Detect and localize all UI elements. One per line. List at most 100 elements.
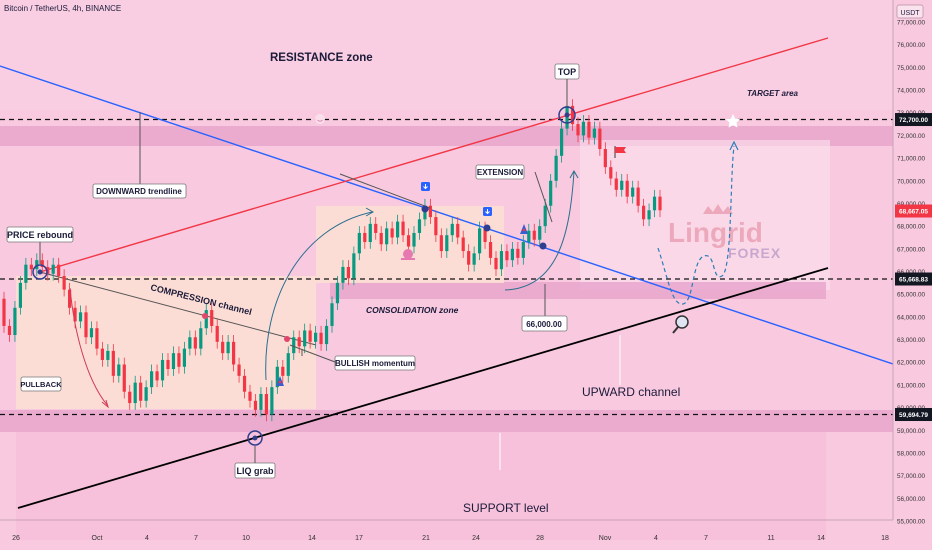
candle-body	[155, 371, 159, 381]
candle-body	[308, 330, 312, 342]
candle-body	[461, 237, 465, 252]
pivot-compression-break	[284, 336, 290, 342]
candle-body	[434, 217, 438, 236]
candle-body	[297, 337, 301, 347]
candle-body	[445, 235, 449, 252]
candle-body	[478, 228, 482, 254]
candle-body	[428, 205, 432, 218]
candle-body	[46, 266, 50, 274]
candle-body	[510, 248, 514, 261]
candle-body	[204, 310, 208, 329]
candle-body	[521, 242, 525, 258]
currency-label: USDT	[900, 10, 920, 17]
candle-body	[177, 353, 181, 367]
price-tag-label: 68,667.05	[899, 209, 928, 216]
rocket-icon	[520, 224, 528, 234]
candle-body	[150, 371, 154, 388]
currency-badge: USDT	[896, 4, 924, 19]
candle-body	[210, 310, 214, 326]
y-tick-label: 62,000.00	[897, 360, 926, 367]
candle-body	[57, 264, 61, 277]
projection-path	[657, 145, 735, 305]
annotation-bullish: BULLISH momentum	[335, 359, 415, 368]
candle-body	[401, 221, 405, 236]
annotation-pullback: PULLBACK	[20, 380, 62, 389]
snail-icon	[401, 249, 415, 260]
candle-body	[253, 400, 258, 410]
candle-body	[188, 337, 192, 349]
annotation-target: TARGET area	[747, 89, 799, 98]
candle-body	[488, 242, 493, 258]
candle-body	[128, 391, 132, 404]
star-icon	[725, 114, 741, 128]
candle-body	[139, 382, 143, 401]
candle-body	[494, 257, 498, 270]
candle-body	[396, 221, 400, 238]
candle-body	[346, 266, 350, 279]
x-tick-label: 4	[654, 535, 658, 542]
x-axis-ticks: 26 Oct 4 7 10 14 17 21 24 28 Nov 4 7 11 14 18	[12, 535, 889, 542]
candles	[2, 99, 662, 422]
candle-body	[417, 219, 422, 233]
pivot-breakout	[539, 242, 547, 250]
candle-body	[379, 232, 383, 245]
upward-channel-bottom	[17, 267, 829, 509]
candle-body	[554, 155, 558, 181]
annotation-top-box: TOP	[554, 63, 580, 80]
target-zone	[580, 140, 830, 290]
candle-body	[51, 264, 55, 274]
watermark-brand: Lingrid	[668, 217, 763, 248]
candle-body	[450, 223, 454, 236]
momentum-arrow	[265, 211, 373, 381]
candle-body	[303, 330, 307, 347]
candle-body	[505, 251, 509, 261]
candle-body	[221, 341, 225, 354]
candle-body	[658, 196, 662, 211]
candle-body	[264, 393, 268, 415]
y-tick-label: 64,000.00	[897, 314, 926, 321]
price-tag	[895, 204, 932, 218]
price-tag-label: 72,700.00	[899, 117, 928, 124]
price-tag	[895, 272, 932, 286]
extension-arrow	[504, 171, 575, 291]
candle-body	[647, 210, 651, 220]
x-tick-label: 14	[817, 535, 825, 542]
y-tick-label: 63,000.00	[897, 337, 926, 344]
y-tick-label: 68,000.00	[897, 224, 926, 231]
candle-body	[636, 187, 640, 206]
candle-body	[335, 282, 340, 304]
candle-body	[215, 325, 219, 342]
candle-body	[543, 205, 547, 227]
x-tick-label: 17	[355, 535, 363, 542]
candle-body	[412, 232, 416, 247]
candle-body	[314, 332, 318, 342]
compression-top-line	[39, 271, 317, 346]
candle-body	[625, 180, 629, 197]
y-tick-label: 70,000.00	[897, 178, 926, 185]
x-tick-label: 14	[308, 535, 316, 542]
candle-body	[587, 121, 591, 138]
candle-body	[68, 289, 72, 308]
candle-body	[390, 228, 394, 238]
candle-body	[111, 350, 115, 376]
candle-body	[95, 328, 99, 349]
x-tick-label: 10	[242, 535, 250, 542]
candle-body	[199, 328, 203, 349]
candle-body	[18, 282, 22, 308]
candle-body	[13, 307, 17, 336]
y-tick-label: 69,000.00	[897, 201, 926, 208]
candle-body	[275, 366, 279, 388]
y-tick-label: 67,000.00	[897, 246, 926, 253]
candle-body	[472, 253, 476, 265]
candle-body	[286, 353, 290, 376]
annotation-downward: DOWNWARD trendline	[96, 187, 182, 196]
candle-body	[89, 328, 94, 338]
price-tag-label: 65,668.83	[899, 277, 928, 284]
candle-body	[270, 387, 274, 415]
smiley-icon	[315, 114, 325, 124]
candle-body	[527, 230, 531, 243]
candle-body	[439, 235, 443, 252]
candle-body	[2, 298, 6, 326]
candle-body	[549, 180, 553, 206]
